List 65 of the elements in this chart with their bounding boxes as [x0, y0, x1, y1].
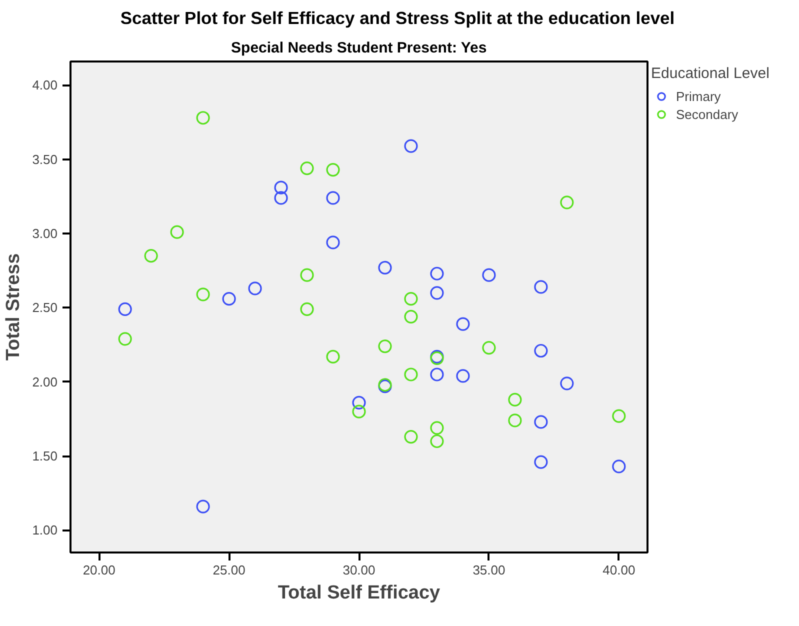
- point: [248, 282, 262, 296]
- point: [404, 292, 418, 306]
- point: [534, 455, 548, 469]
- point: [118, 332, 132, 346]
- y-tick-label: 3.00: [32, 226, 58, 242]
- point: [430, 266, 444, 280]
- legend-label: Primary: [676, 88, 721, 105]
- point: [326, 191, 340, 205]
- point: [196, 288, 210, 302]
- point: [274, 180, 288, 194]
- point: [378, 340, 392, 354]
- point: [378, 260, 392, 274]
- point: [118, 302, 132, 316]
- point: [534, 415, 548, 429]
- point: [196, 500, 210, 514]
- point: [612, 409, 626, 423]
- point: [456, 369, 470, 383]
- point: [430, 421, 444, 435]
- y-tick-label: 1.50: [32, 448, 58, 464]
- point: [508, 414, 522, 428]
- point: [326, 236, 340, 250]
- point: [300, 162, 314, 176]
- y-tick-label: 4.00: [32, 78, 58, 93]
- point: [404, 139, 418, 153]
- x-axis-title: Total Self Efficacy: [278, 582, 441, 604]
- y-tick-label: 2.50: [32, 300, 58, 316]
- point: [326, 350, 340, 364]
- y-axis-title: Total Stress: [3, 253, 24, 361]
- point: [326, 163, 340, 177]
- point: [300, 302, 314, 316]
- point: [274, 191, 288, 205]
- point: [508, 392, 522, 406]
- point: [196, 111, 210, 125]
- point: [534, 344, 548, 358]
- point: [404, 430, 418, 444]
- x-tick-label: 40.00: [602, 562, 636, 578]
- point: [404, 368, 418, 382]
- point: [352, 404, 366, 418]
- legend-label: Secondary: [676, 106, 738, 123]
- x-tick-label: 35.00: [472, 562, 506, 578]
- point: [300, 268, 314, 282]
- point: [560, 196, 574, 210]
- y-tick-label: 3.50: [32, 152, 58, 167]
- chart-subtitle: Special Needs Student Present: Yes: [231, 40, 487, 56]
- point: [352, 396, 366, 410]
- point: [404, 310, 418, 324]
- y-tick-label: 2.00: [32, 374, 58, 390]
- y-tick-label: 1.00: [32, 522, 58, 538]
- point: [430, 434, 444, 448]
- point: [170, 225, 184, 239]
- point: [560, 376, 574, 390]
- x-tick-label: 30.00: [342, 562, 376, 578]
- point: [534, 280, 548, 294]
- x-tick-label: 20.00: [82, 562, 116, 578]
- point: [430, 286, 444, 300]
- point: [222, 292, 236, 306]
- point: [482, 268, 496, 282]
- point: [456, 317, 470, 331]
- x-tick-label: 25.00: [212, 562, 246, 578]
- legend-title: Educational Level: [651, 65, 770, 82]
- point: [612, 460, 626, 474]
- point: [430, 368, 444, 382]
- point: [482, 341, 496, 355]
- chart-title: Scatter Plot for Self Efficacy and Stress Split at the education level: [119, 7, 676, 30]
- point: [144, 249, 158, 263]
